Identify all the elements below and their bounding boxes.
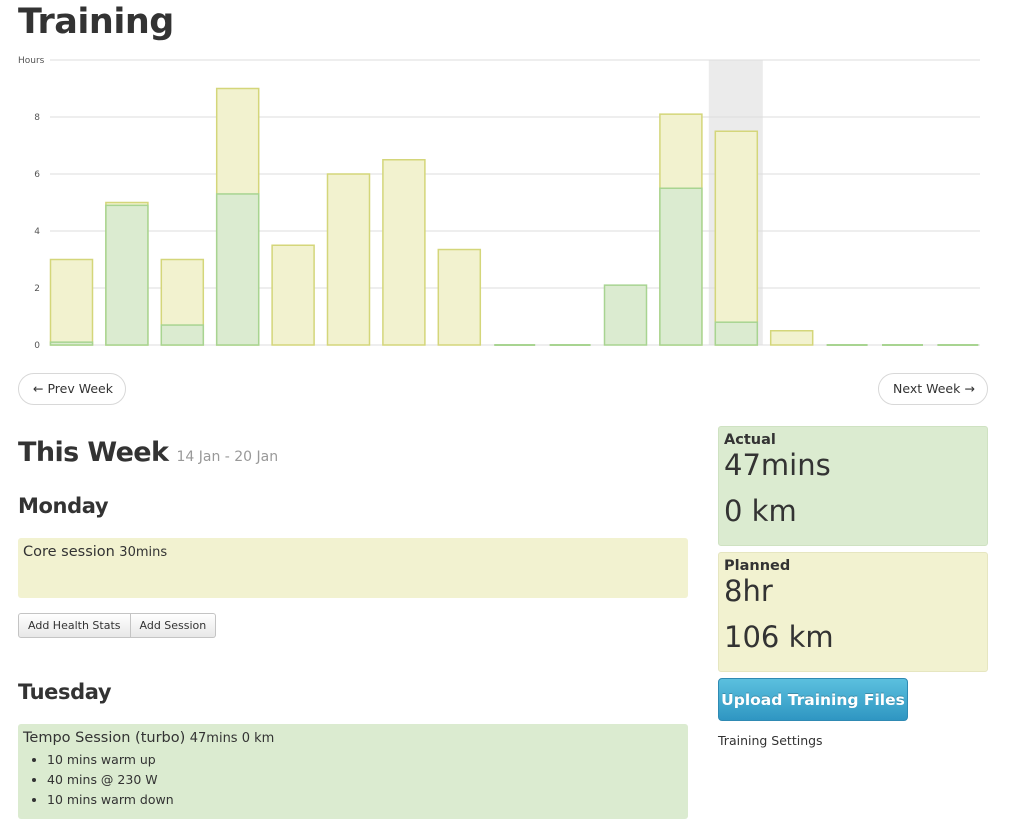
page-title: Training <box>18 2 174 42</box>
week-heading-title: This Week <box>18 437 169 468</box>
week-date-range: 14 Jan - 20 Jan <box>176 449 279 465</box>
session-card-tuesday[interactable]: Tempo Session (turbo) 47mins 0 km 10 min… <box>18 724 688 819</box>
planned-bar <box>49 258 94 346</box>
actual-label: Actual <box>724 432 776 448</box>
planned-summary: Planned 8hr 106 km <box>718 552 988 672</box>
planned-bar <box>271 244 315 346</box>
add-session-button[interactable]: Add Session <box>130 613 217 638</box>
y-tick-label: 8 <box>34 113 40 123</box>
planned-bar <box>714 130 759 346</box>
planned-time: 8hr <box>724 574 773 608</box>
actual-bar <box>659 187 703 346</box>
planned-distance: 106 km <box>724 620 834 654</box>
upload-training-files-button[interactable]: Upload Training Files <box>718 678 908 721</box>
actual-summary: Actual 47mins 0 km <box>718 426 988 546</box>
session-step: 40 mins @ 230 W <box>47 770 683 790</box>
y-tick-label: 4 <box>34 227 40 237</box>
session-name: Core session <box>23 544 115 560</box>
actual-time: 47mins <box>724 448 831 482</box>
planned-label: Planned <box>724 558 791 574</box>
actual-bar <box>49 341 94 346</box>
training-settings-link[interactable]: Training Settings <box>718 733 823 748</box>
day-title-tuesday: Tuesday <box>18 680 112 704</box>
y-tick-label: 6 <box>34 170 40 180</box>
planned-bar <box>326 173 371 346</box>
prev-week-button[interactable]: ← Prev Week <box>18 373 126 405</box>
planned-bar <box>382 159 426 346</box>
next-week-button[interactable]: Next Week → <box>878 373 988 405</box>
session-step: 10 mins warm up <box>47 750 683 770</box>
week-heading: This Week 14 Jan - 20 Jan <box>18 437 278 468</box>
actual-bar <box>603 284 648 346</box>
day-actions: Add Health Stats Add Session <box>18 613 217 638</box>
y-tick-label: 2 <box>34 284 40 294</box>
y-tick-label: 0 <box>34 341 40 351</box>
planned-bar <box>769 330 814 346</box>
planned-bar <box>437 248 482 346</box>
day-title-monday: Monday <box>18 494 109 518</box>
session-meta: 47mins 0 km <box>189 731 275 746</box>
session-name: Tempo Session (turbo) <box>23 730 186 746</box>
session-card-monday[interactable]: Core session 30mins <box>18 538 688 598</box>
actual-bar <box>714 321 759 346</box>
actual-bar <box>105 204 149 346</box>
training-hours-chart: 0 2 4 6 8 Hours <box>18 56 980 351</box>
actual-distance: 0 km <box>724 494 797 528</box>
session-step: 10 mins warm down <box>47 790 683 810</box>
add-health-stats-button[interactable]: Add Health Stats <box>18 613 131 638</box>
session-steps: 10 mins warm up 40 mins @ 230 W 10 mins … <box>23 750 683 810</box>
actual-bar <box>215 193 260 346</box>
actual-bar <box>160 324 205 346</box>
session-meta: 30mins <box>119 545 168 560</box>
y-axis-label: Hours <box>18 56 45 66</box>
